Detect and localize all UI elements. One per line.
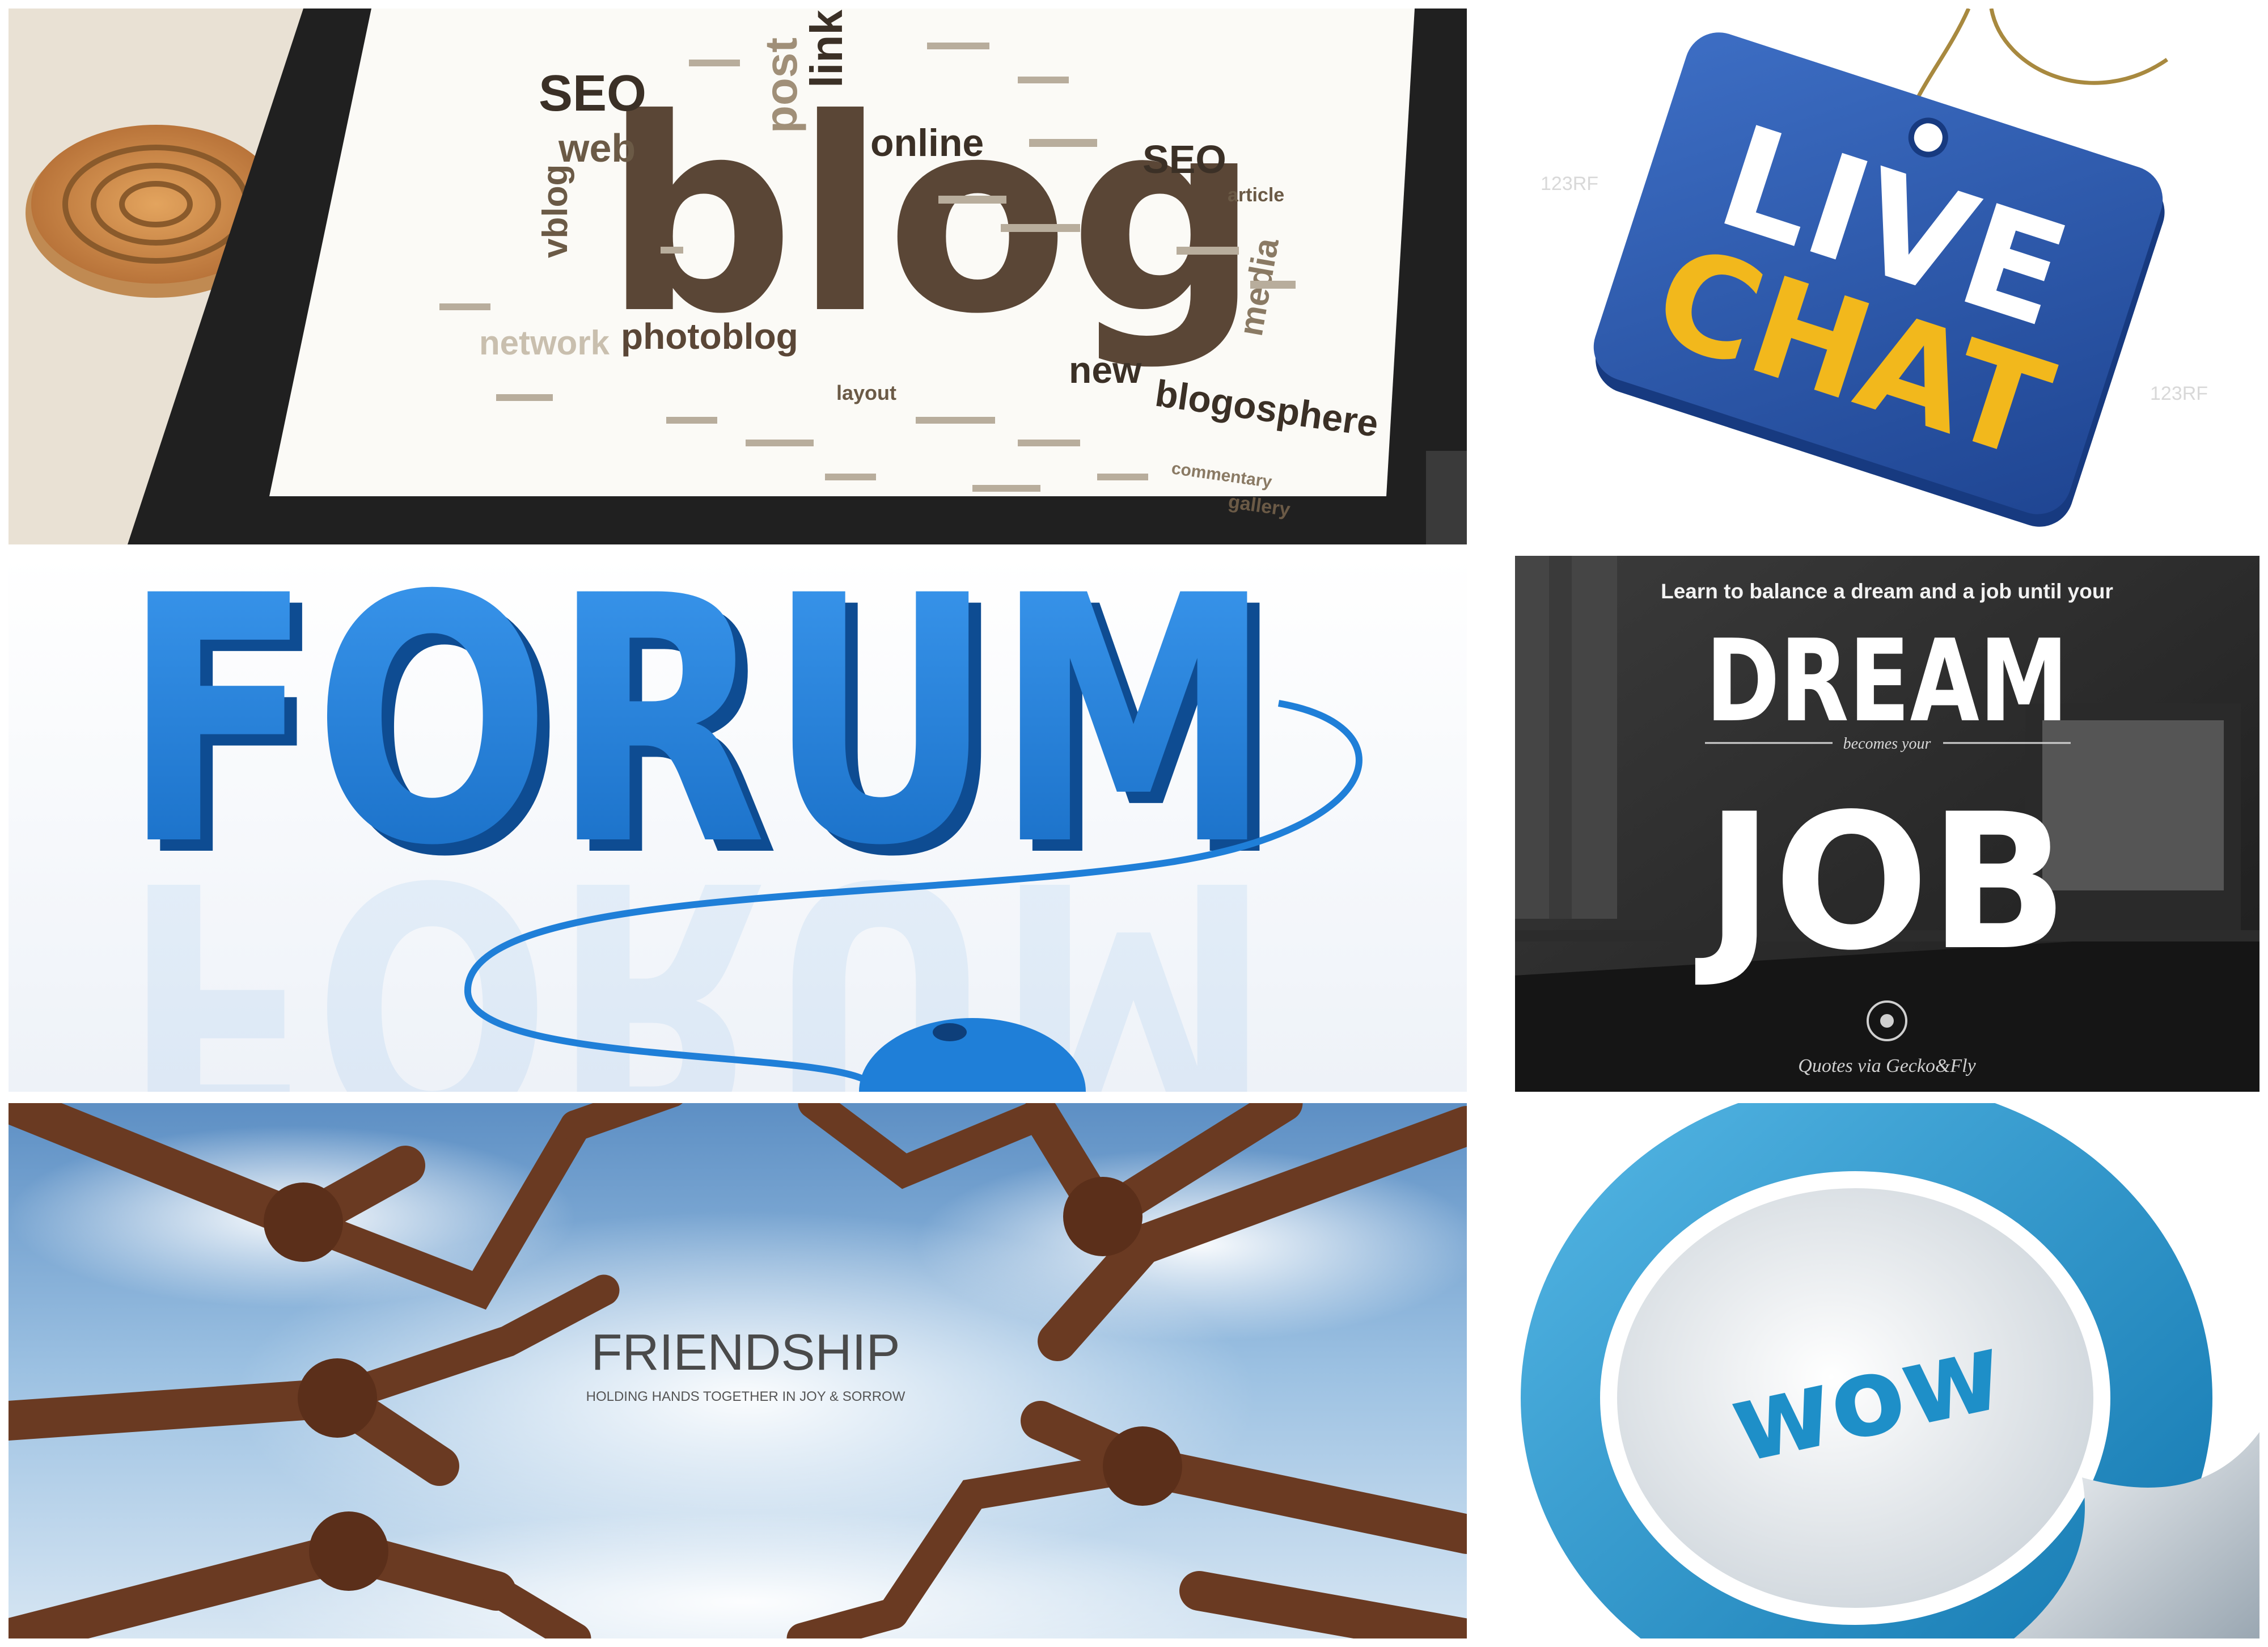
watermark-2: 123RF <box>2150 383 2208 404</box>
forum-tile: FORUM FORUM FORUM <box>9 556 1467 1092</box>
watermark-1: 123RF <box>1541 173 1598 195</box>
word-article: article <box>1228 184 1284 206</box>
wow-sticker-image: wow <box>1515 1103 2259 1638</box>
becomes-your: becomes your <box>1843 735 1931 753</box>
gecko-logo-icon <box>1867 1000 1907 1041</box>
quote-credit: Quotes via Gecko&Fly <box>1798 1055 1976 1076</box>
friendship-subtitle: HOLDING HANDS TOGETHER IN JOY & SORROW <box>586 1389 905 1404</box>
word-links: links <box>801 9 852 88</box>
word-web: web <box>558 126 636 170</box>
peeled-corner <box>2014 1432 2259 1638</box>
live-chat-tile: LIVE CHAT 123RF 123RF <box>1515 9 2259 544</box>
word-online: online <box>870 121 984 164</box>
word-photoblog: photoblog <box>621 316 798 357</box>
word-new: new <box>1069 349 1142 391</box>
dream-tagline: Learn to balance a dream and a job until… <box>1661 580 2113 603</box>
live-chat-tag-image: LIVE CHAT 123RF 123RF <box>1515 9 2259 544</box>
forum-word: FORUM FORUM FORUM <box>122 556 1285 1092</box>
sticker-inner-disc <box>1617 1188 2093 1608</box>
dream-word: DREAM <box>1706 615 2068 748</box>
dream-job-quote-image: Learn to balance a dream and a job until… <box>1515 556 2259 1092</box>
friendship-title: FRIENDSHIP <box>591 1324 900 1381</box>
forum-title: FORUM <box>122 556 1273 920</box>
forum-reflection: FORUM <box>122 804 1273 1092</box>
blog-tile: blog SEO web vblog post links online SEO… <box>9 9 1467 544</box>
friendship-tile: FRIENDSHIP HOLDING HANDS TOGETHER IN JOY… <box>9 1103 1467 1638</box>
wow-tile: wow <box>1515 1103 2259 1638</box>
word-seo-2: SEO <box>1143 137 1226 181</box>
friendship-hands-image: FRIENDSHIP HOLDING HANDS TOGETHER IN JOY… <box>9 1103 1467 1638</box>
dream-job-tile: Learn to balance a dream and a job until… <box>1515 556 2259 1092</box>
blog-tablet-image: blog SEO web vblog post links online SEO… <box>9 9 1467 544</box>
job-word: JOB <box>1694 774 2068 991</box>
word-seo: SEO <box>539 65 646 122</box>
forum-3d-image: FORUM FORUM FORUM <box>9 556 1467 1092</box>
word-layout: layout <box>836 381 896 404</box>
word-network: network <box>479 324 610 362</box>
blog-title: blog <box>604 62 1260 372</box>
word-vblog: vblog <box>536 164 575 258</box>
mouse-cable <box>464 700 1363 1086</box>
tablet-screen <box>269 9 1415 496</box>
word-post: post <box>756 37 806 133</box>
computer-mouse <box>859 1018 1086 1092</box>
